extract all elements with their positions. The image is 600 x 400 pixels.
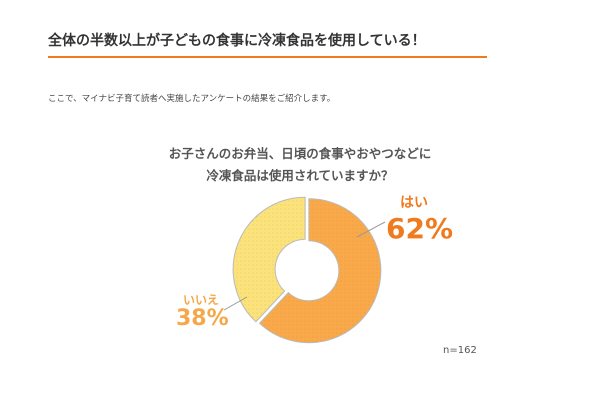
sample-size: n=162 xyxy=(443,345,477,356)
value-label-yes: 62% xyxy=(386,212,454,245)
label-no: いいえ xyxy=(183,293,220,307)
label-yes: はい xyxy=(400,195,428,211)
leader-line-no xyxy=(223,296,248,311)
chart-title-line-2: 冷凍食品は使用されていますか？ xyxy=(206,168,394,183)
slice-texture xyxy=(259,198,381,343)
value-label-no: 38% xyxy=(176,306,229,331)
leader-line-yes xyxy=(356,221,386,238)
intro-text: ここで、マイナビ子育て読者へ実施したアンケートの結果をご紹介します。 xyxy=(48,94,336,104)
slice-texture xyxy=(233,197,306,322)
chart-title-line-1: お子さんのお弁当、日頃の食事やおやつなどに xyxy=(168,146,432,161)
section-heading: 全体の半数以上が子どもの食事に冷凍食品を使用している！ xyxy=(48,30,487,58)
